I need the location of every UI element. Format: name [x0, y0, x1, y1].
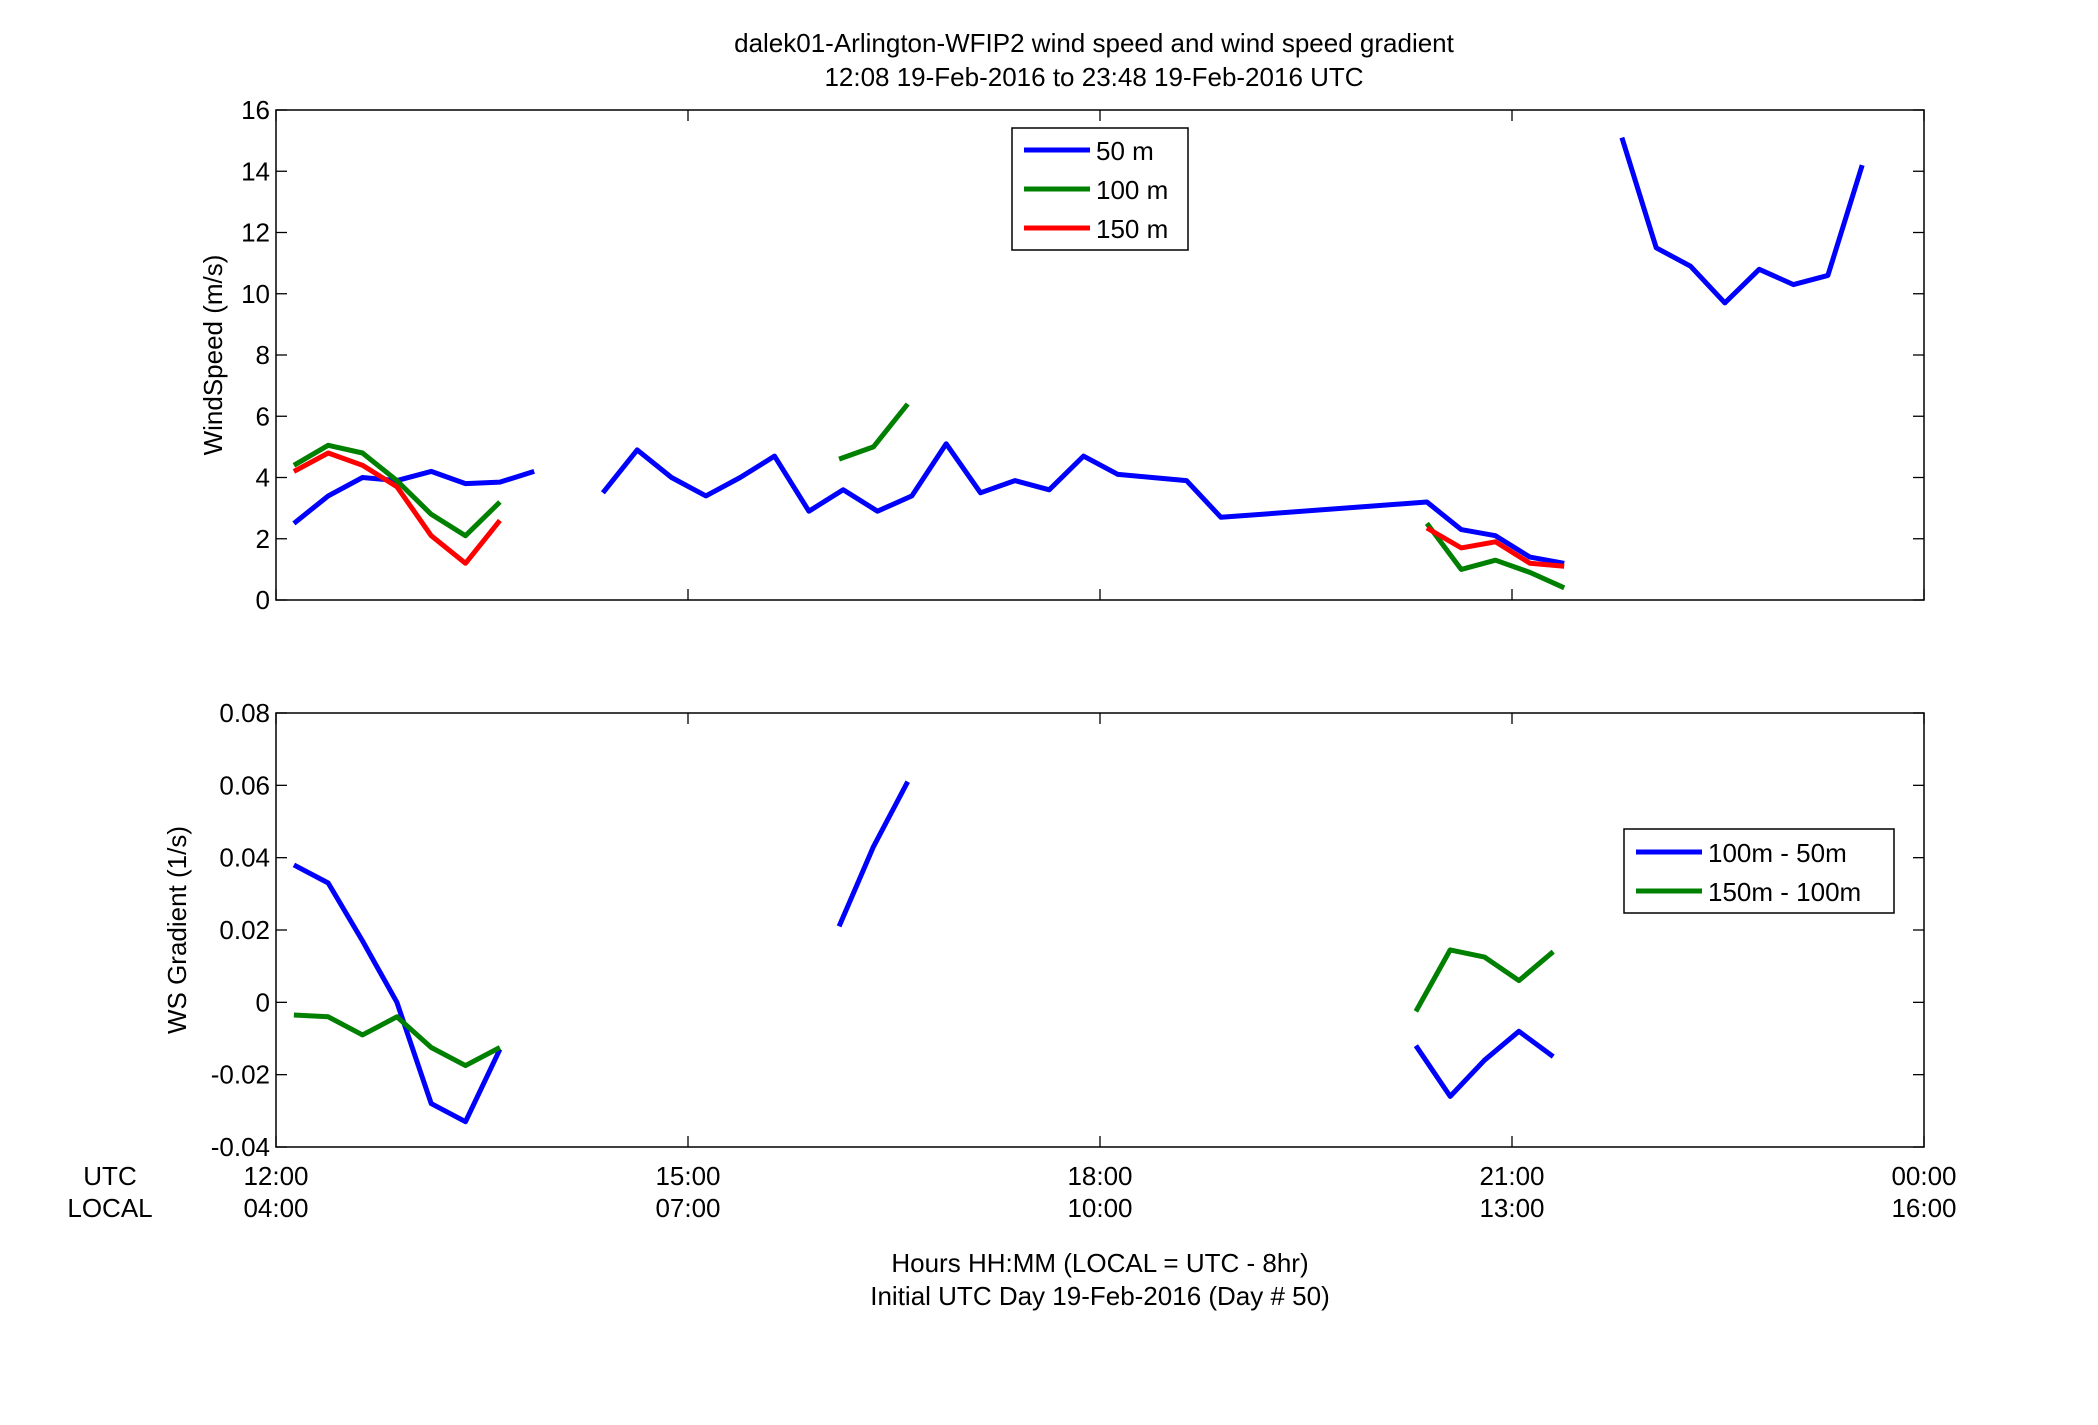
xtick-label-local: 07:00 — [655, 1193, 720, 1223]
windspeed-legend: 50 m 100 m 150 m — [1011, 127, 1189, 251]
windspeed-axes: 0 2 4 6 8 10 12 14 16 WindSpeed (m/s) 50 m 100 m… — [198, 95, 1925, 615]
xtick-label-utc: 12:00 — [243, 1161, 308, 1191]
windspeed-series-150m-segment-1 — [1425, 525, 1565, 569]
gradient-ytick-label: 0.04 — [219, 843, 270, 873]
xtick-label-utc: 00:00 — [1891, 1161, 1956, 1191]
windspeed-series-100m-segment-2 — [1424, 521, 1566, 591]
legend-label-100m-50m: 100m - 50m — [1708, 838, 1847, 868]
windspeed-ytick-label: 12 — [241, 218, 270, 248]
windspeed-series-100m-segment-1 — [838, 402, 910, 462]
windspeed-series-50m-segment-2 — [1619, 136, 1865, 306]
xtick-label-local: 04:00 — [243, 1193, 308, 1223]
xtick-label-local: 13:00 — [1479, 1193, 1544, 1223]
windspeed-ytick-label: 2 — [256, 524, 270, 554]
xtick-label-utc: 18:00 — [1067, 1161, 1132, 1191]
xtick-label-local: 10:00 — [1067, 1193, 1132, 1223]
xaxis-label-line2: Initial UTC Day 19-Feb-2016 (Day # 50) — [870, 1281, 1330, 1311]
windspeed-ytick-label: 6 — [256, 401, 270, 431]
windspeed-ytick-label: 16 — [241, 95, 270, 125]
xtick-label-local: 16:00 — [1891, 1193, 1956, 1223]
chart-title-line2: 12:08 19-Feb-2016 to 23:48 19-Feb-2016 U… — [824, 62, 1363, 92]
gradient-axes: -0.04 -0.02 0 0.02 0.04 0.06 0.08 WS Gradient … — [162, 698, 1925, 1162]
gradient-series-100m-50m-segment-2 — [1413, 1028, 1555, 1099]
windspeed-ytick-label: 8 — [256, 340, 270, 370]
legend-label-150m: 150 m — [1096, 214, 1168, 244]
xtick-label-utc: 15:00 — [655, 1161, 720, 1191]
windspeed-ytick-label: 4 — [256, 463, 270, 493]
gradient-legend-box — [1623, 828, 1895, 914]
gradient-legend: 100m - 50m 150m - 100m — [1623, 828, 1895, 914]
gradient-axes-frame — [275, 712, 1925, 1148]
windspeed-ylabel: WindSpeed (m/s) — [198, 255, 228, 456]
gradient-ylabel: WS Gradient (1/s) — [162, 826, 192, 1034]
gradient-series-100m-50m-segment-0 — [292, 862, 503, 1125]
legend-label-50m: 50 m — [1096, 136, 1154, 166]
legend-label-100m: 100 m — [1096, 175, 1168, 205]
gradient-ytick-label: -0.04 — [211, 1132, 270, 1162]
gradient-ytick-label: -0.02 — [211, 1060, 270, 1090]
xaxis-label-line1: Hours HH:MM (LOCAL = UTC - 8hr) — [891, 1248, 1308, 1278]
gradient-series-150m-100m-segment-0 — [293, 1012, 502, 1069]
windspeed-series-100m-segment-0 — [292, 442, 502, 539]
gradient-ytick-label: 0 — [256, 987, 270, 1017]
legend-label-150m-100m: 150m - 100m — [1708, 877, 1861, 907]
windspeed-ytick-label: 14 — [241, 156, 270, 186]
chart-title-line1: dalek01-Arlington-WFIP2 wind speed and w… — [734, 28, 1455, 58]
windspeed-series-50m-segment-1 — [600, 441, 1565, 566]
windspeed-ytick-label: 0 — [256, 585, 270, 615]
gradient-ytick-label: 0.06 — [219, 770, 270, 800]
xaxis-row-label-local: LOCAL — [67, 1193, 152, 1223]
windspeed-series-50m-segment-0 — [292, 468, 535, 526]
xaxis-row-label-utc: UTC — [83, 1161, 136, 1191]
gradient-series-150m-100m-segment-1 — [1413, 947, 1555, 1013]
windspeed-ytick-label: 10 — [241, 279, 270, 309]
gradient-ytick-label: 0.02 — [219, 915, 270, 945]
gradient-series-100m-50m-segment-1 — [836, 780, 910, 928]
windspeed-series-150m-segment-0 — [292, 450, 502, 566]
xtick-label-utc: 21:00 — [1479, 1161, 1544, 1191]
gradient-ytick-label: 0.08 — [219, 698, 270, 728]
